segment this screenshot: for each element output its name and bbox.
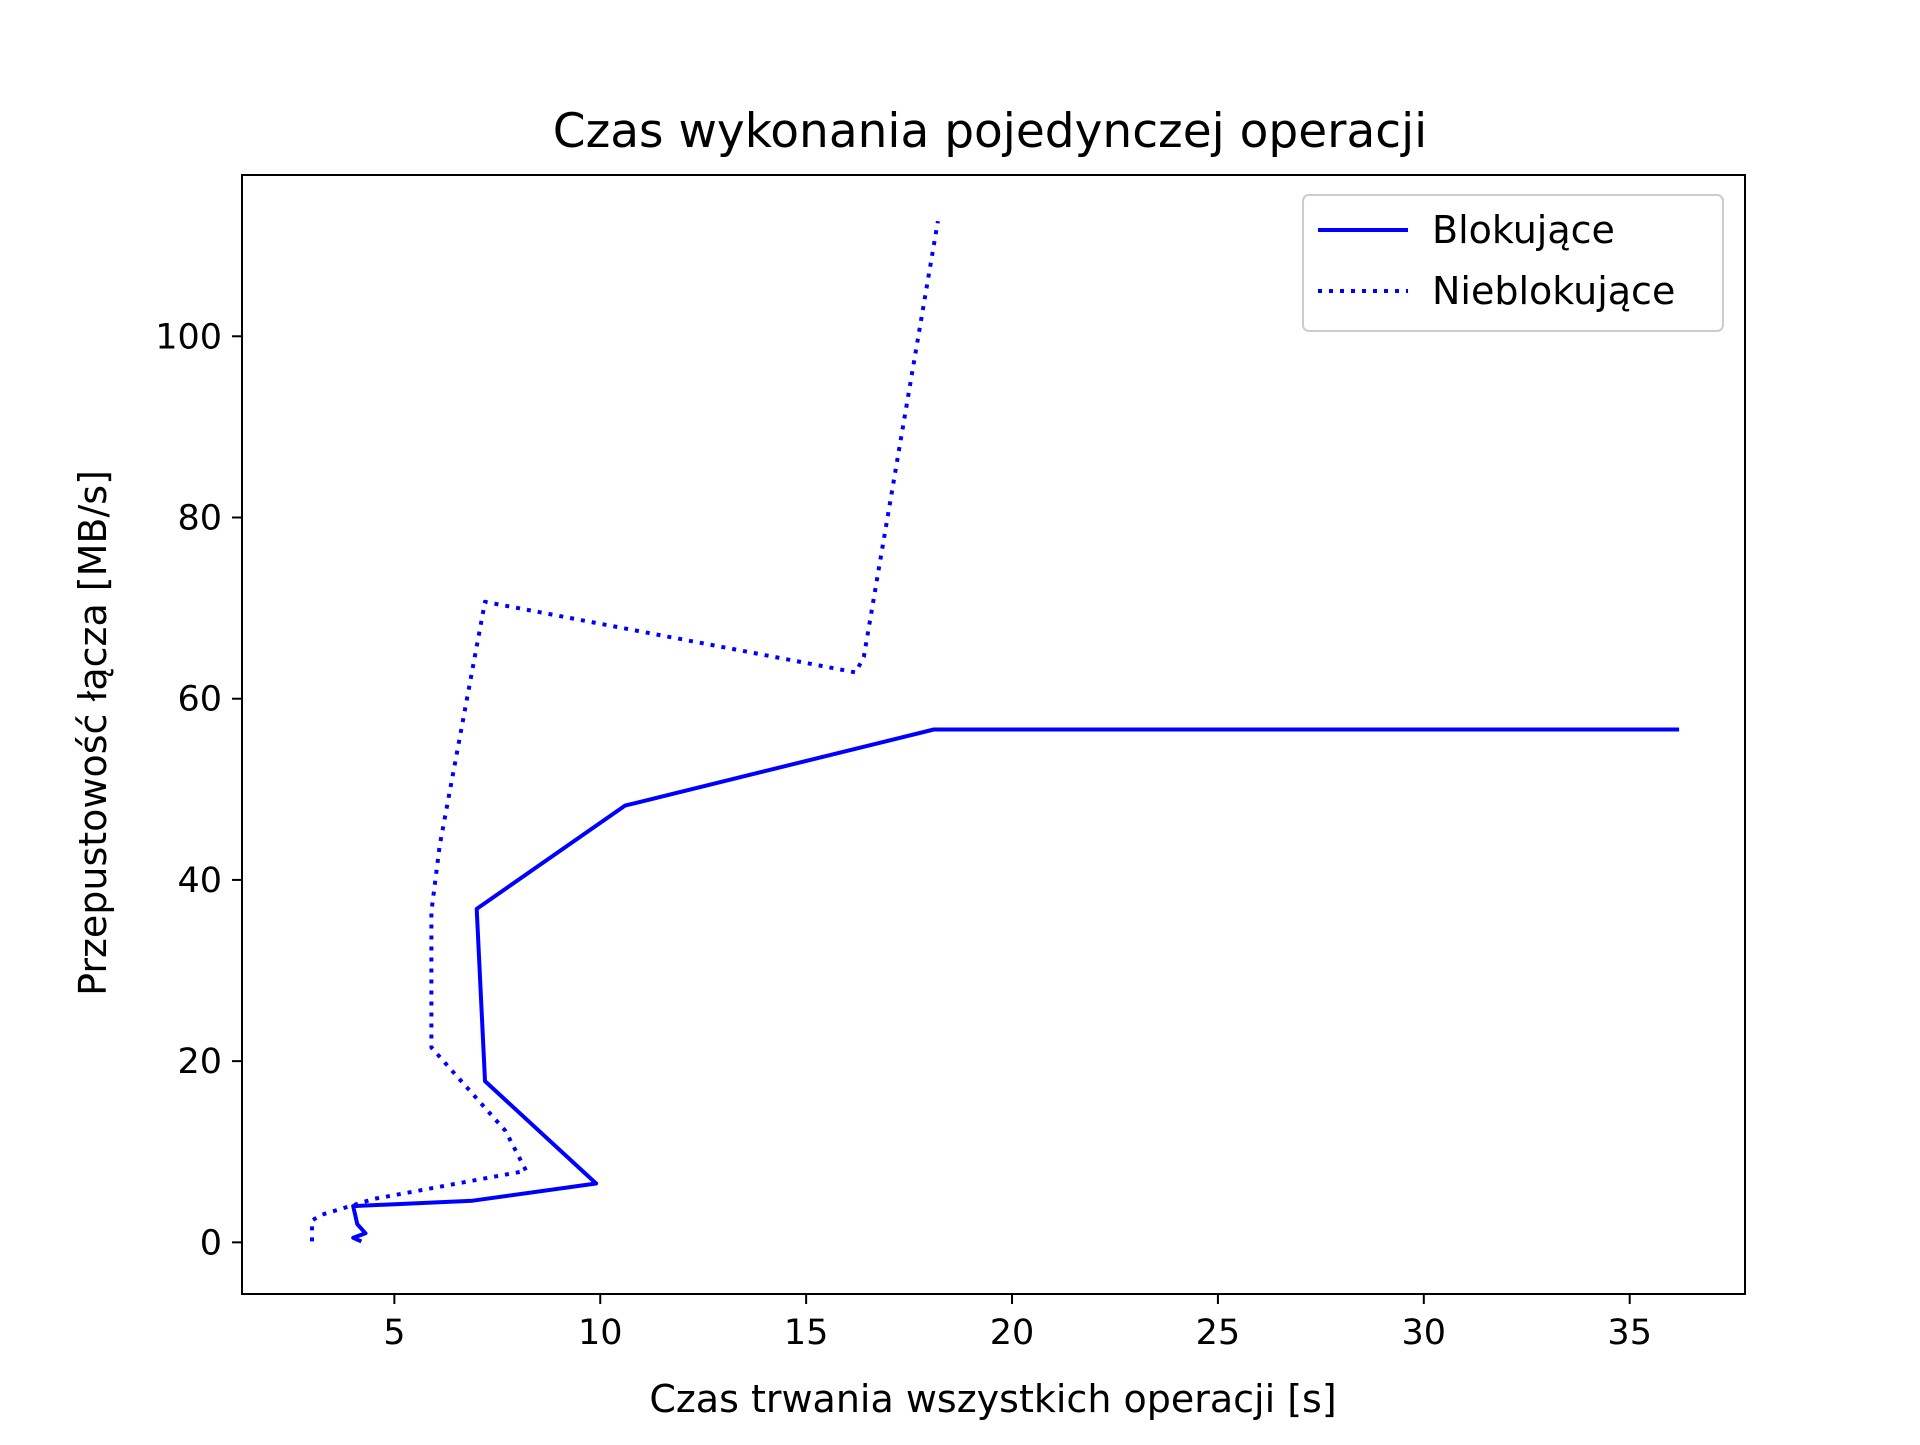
y-tick-label: 0 xyxy=(200,1223,222,1263)
y-tick-label: 100 xyxy=(155,317,222,357)
x-axis-label: Czas trwania wszystkich operacji [s] xyxy=(649,1377,1336,1421)
x-tick-label: 20 xyxy=(990,1313,1035,1353)
x-tick-label: 5 xyxy=(383,1313,405,1353)
y-axis-label: Przepustowość łącza [MB/s] xyxy=(71,470,115,996)
y-axis: 0 20 40 60 80 100 xyxy=(155,317,242,1263)
legend-items: Blokujące Nieblokujące xyxy=(1318,208,1675,313)
y-tick-label: 20 xyxy=(177,1042,222,1082)
x-tick-label: 15 xyxy=(784,1313,829,1353)
y-tick-label: 60 xyxy=(177,680,222,720)
y-tick-label: 80 xyxy=(177,498,222,538)
x-tick-label: 35 xyxy=(1607,1313,1652,1353)
series-line-2 xyxy=(310,220,940,1242)
axes-frame xyxy=(241,174,1746,1295)
plot-area xyxy=(310,220,1680,1244)
x-tick-label: 25 xyxy=(1196,1313,1241,1353)
legend-label-1: Blokujące xyxy=(1432,208,1615,252)
legend-label-2: Nieblokujące xyxy=(1432,269,1675,313)
series-line-1 xyxy=(351,727,1680,1244)
y-tick-label: 40 xyxy=(177,861,222,901)
x-axis: 5 10 15 20 25 30 35 xyxy=(383,1294,1652,1353)
x-tick-label: 30 xyxy=(1402,1313,1447,1353)
legend: Blokujące Nieblokujące xyxy=(1302,194,1724,332)
chart-title: Czas wykonania pojedynczej operacji xyxy=(553,104,1427,159)
x-tick-label: 10 xyxy=(578,1313,623,1353)
